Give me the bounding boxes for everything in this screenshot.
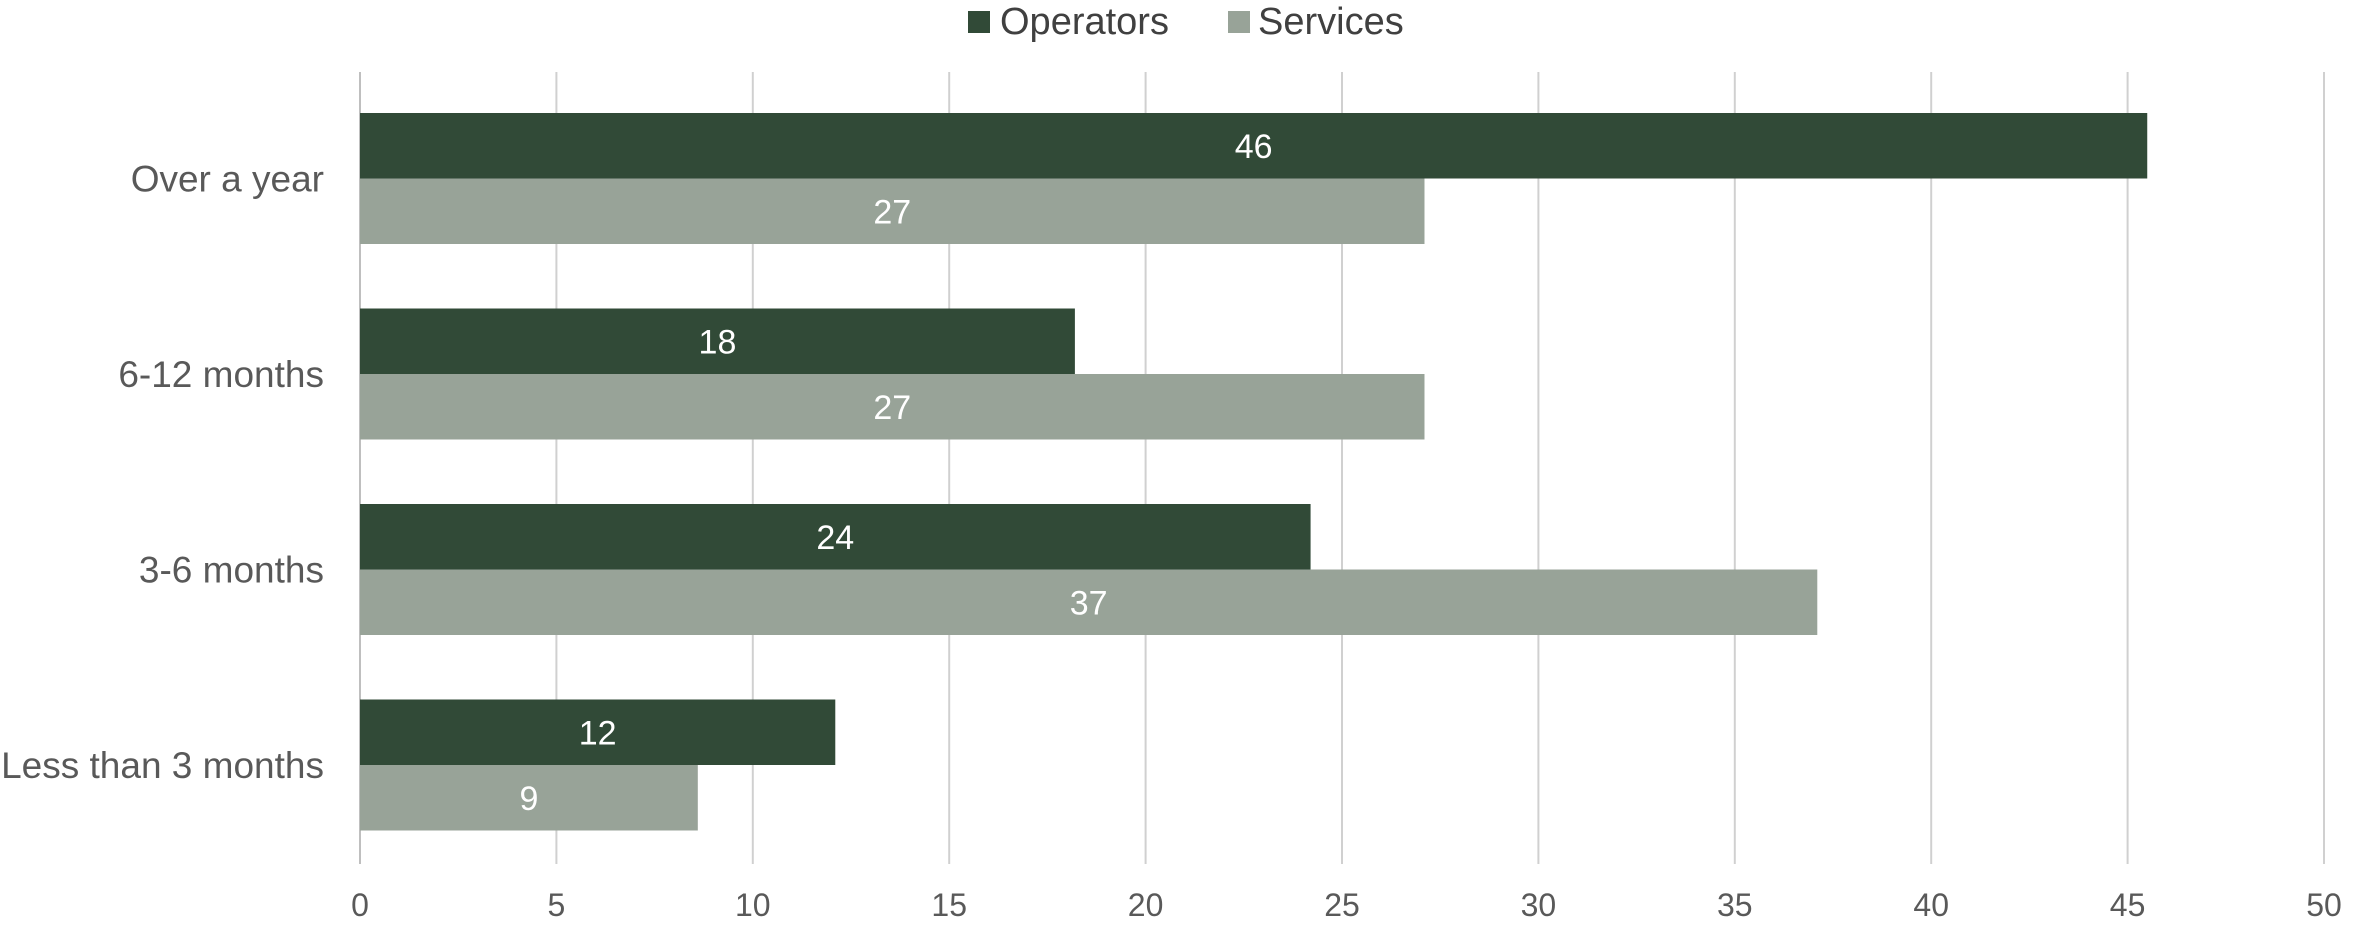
- x-tick-label: 5: [548, 887, 566, 923]
- bar-services: [360, 178, 1425, 244]
- bars: [360, 113, 2148, 831]
- data-label: 37: [1070, 584, 1108, 622]
- x-tick-label: 10: [735, 887, 771, 923]
- x-tick-label: 30: [1521, 887, 1557, 923]
- data-label: 12: [579, 714, 617, 752]
- bar-services: [360, 765, 698, 831]
- data-label: 18: [699, 323, 737, 361]
- x-axis: 0 5 10 15 20 25 30 35 40 45 50: [351, 887, 2342, 923]
- x-tick-label: 25: [1324, 887, 1360, 923]
- category-label: 6-12 months: [118, 354, 324, 395]
- data-label: 27: [873, 389, 911, 427]
- legend-swatch-services: [1228, 11, 1250, 33]
- data-labels: 46 27 18 27 24 37 12 9: [519, 128, 1272, 818]
- bar-operators: [360, 113, 2148, 179]
- x-tick-label: 40: [1913, 887, 1949, 923]
- x-tick-label: 50: [2306, 887, 2342, 923]
- x-tick-label: 35: [1717, 887, 1753, 923]
- data-label: 27: [873, 193, 911, 231]
- data-label: 9: [519, 780, 538, 818]
- category-label: 3-6 months: [139, 550, 324, 591]
- legend: Operators Services: [968, 1, 1404, 43]
- bar-operators: [360, 308, 1075, 374]
- bar-services: [360, 374, 1425, 440]
- category-label: Less than 3 months: [1, 745, 324, 786]
- legend-label-operators: Operators: [1000, 1, 1169, 43]
- x-tick-label: 0: [351, 887, 369, 923]
- x-tick-label: 15: [931, 887, 967, 923]
- bar-services: [360, 569, 1818, 635]
- legend-swatch-operators: [968, 11, 990, 33]
- data-label: 24: [816, 519, 854, 557]
- x-tick-label: 20: [1128, 887, 1164, 923]
- bar-operators: [360, 504, 1311, 570]
- category-label: Over a year: [131, 159, 324, 200]
- legend-label-services: Services: [1258, 1, 1404, 43]
- data-label: 46: [1235, 128, 1273, 166]
- y-axis: Over a year 6-12 months 3-6 months Less tha…: [1, 159, 324, 787]
- x-tick-label: 45: [2110, 887, 2146, 923]
- bar-operators: [360, 699, 836, 765]
